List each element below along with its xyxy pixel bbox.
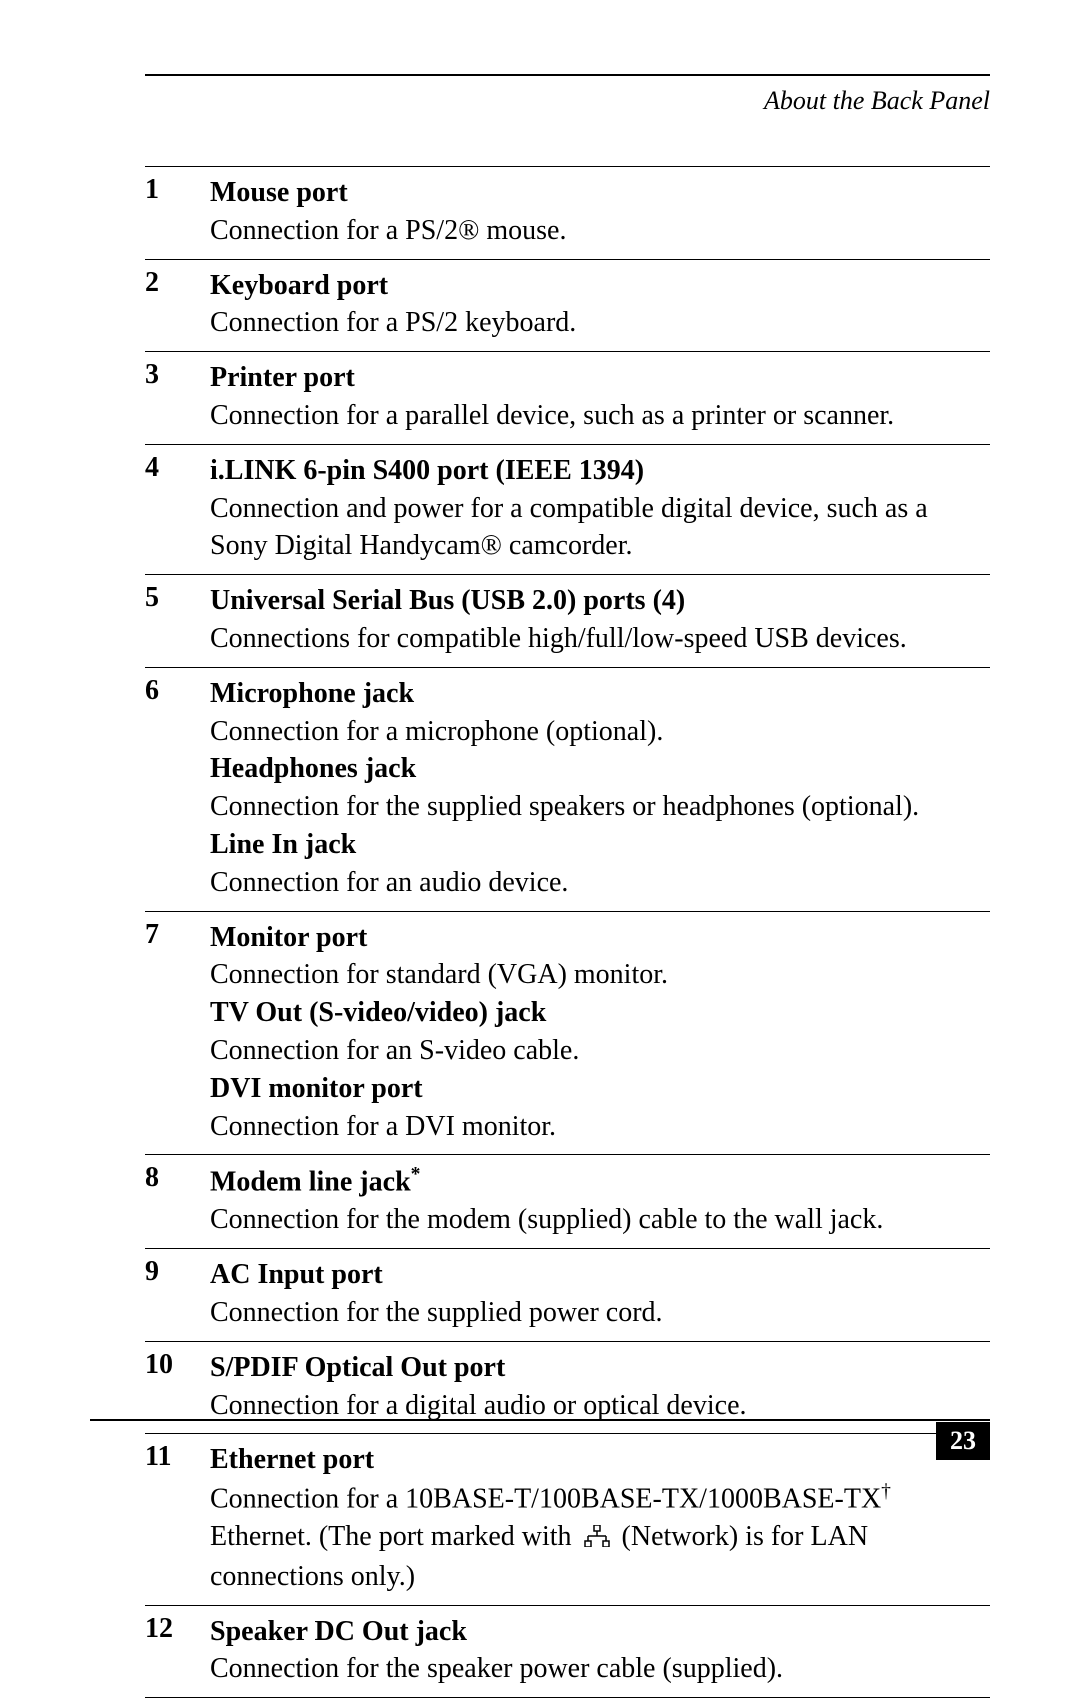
port-title: Headphones jack [210, 750, 990, 788]
table-row: 12Speaker DC Out jackConnection for the … [145, 1605, 990, 1698]
port-description: Connection for a microphone (optional). [210, 713, 990, 751]
row-number: 11 [145, 1441, 210, 1595]
row-number: 1 [145, 174, 210, 250]
port-description: Connection for an S-video cable. [210, 1032, 990, 1070]
port-description: Connection for an audio device. [210, 864, 990, 902]
port-description: Connection for a 10BASE-T/100BASE-TX/100… [210, 1479, 990, 1595]
row-description: Printer portConnection for a parallel de… [210, 359, 990, 435]
row-number: 3 [145, 359, 210, 435]
port-title: Line In jack [210, 826, 990, 864]
row-description: Ethernet portConnection for a 10BASE-T/1… [210, 1441, 990, 1595]
port-description: Connections for compatible high/full/low… [210, 620, 990, 658]
port-title: Mouse port [210, 174, 990, 212]
port-description: Connection for a PS/2 keyboard. [210, 304, 990, 342]
port-title: Universal Serial Bus (USB 2.0) ports (4) [210, 582, 990, 620]
port-title: Modem line jack* [210, 1162, 990, 1201]
port-table: 1Mouse portConnection for a PS/2® mouse.… [145, 166, 990, 1698]
footnote-marker: * [411, 1164, 421, 1185]
port-title: Ethernet port [210, 1441, 990, 1479]
row-number: 8 [145, 1162, 210, 1239]
table-row: 2Keyboard portConnection for a PS/2 keyb… [145, 259, 990, 352]
port-description: Connection for the supplied speakers or … [210, 788, 990, 826]
row-number: 9 [145, 1256, 210, 1332]
port-title: Monitor port [210, 919, 990, 957]
port-title: AC Input port [210, 1256, 990, 1294]
port-title: Keyboard port [210, 267, 990, 305]
table-row: 9AC Input portConnection for the supplie… [145, 1248, 990, 1341]
row-description: Mouse portConnection for a PS/2® mouse. [210, 174, 990, 250]
table-row: 8Modem line jack*Connection for the mode… [145, 1154, 990, 1248]
row-description: Microphone jackConnection for a micropho… [210, 675, 990, 902]
table-row: 11Ethernet portConnection for a 10BASE-T… [145, 1433, 990, 1604]
table-row: 1Mouse portConnection for a PS/2® mouse. [145, 166, 990, 259]
row-number: 12 [145, 1613, 210, 1689]
row-description: Universal Serial Bus (USB 2.0) ports (4)… [210, 582, 990, 658]
page-number: 23 [936, 1422, 990, 1460]
row-number: 7 [145, 919, 210, 1146]
port-title: TV Out (S-video/video) jack [210, 994, 990, 1032]
port-title: i.LINK 6-pin S400 port (IEEE 1394) [210, 452, 990, 490]
table-row: 5Universal Serial Bus (USB 2.0) ports (4… [145, 574, 990, 667]
row-number: 2 [145, 267, 210, 343]
port-description: Connection for the supplied power cord. [210, 1294, 990, 1332]
port-description: Connection for the modem (supplied) cabl… [210, 1201, 990, 1239]
row-description: Monitor portConnection for standard (VGA… [210, 919, 990, 1146]
port-title: S/PDIF Optical Out port [210, 1349, 990, 1387]
header-title: About the Back Panel [764, 86, 990, 116]
table-row: 3Printer portConnection for a parallel d… [145, 351, 990, 444]
port-description: Connection for a parallel device, such a… [210, 397, 990, 435]
row-description: S/PDIF Optical Out portConnection for a … [210, 1349, 990, 1425]
port-description: Connection for a PS/2® mouse. [210, 212, 990, 250]
table-row: 7Monitor portConnection for standard (VG… [145, 911, 990, 1155]
row-description: Speaker DC Out jackConnection for the sp… [210, 1613, 990, 1689]
port-title: Speaker DC Out jack [210, 1613, 990, 1651]
port-title: Microphone jack [210, 675, 990, 713]
row-description: i.LINK 6-pin S400 port (IEEE 1394)Connec… [210, 452, 990, 565]
port-description: Connection for a DVI monitor. [210, 1108, 990, 1146]
row-description: Keyboard portConnection for a PS/2 keybo… [210, 267, 990, 343]
row-number: 10 [145, 1349, 210, 1425]
row-number: 4 [145, 452, 210, 565]
port-description: Connection for standard (VGA) monitor. [210, 956, 990, 994]
table-row: 6Microphone jackConnection for a microph… [145, 667, 990, 911]
port-description: Connection for the speaker power cable (… [210, 1650, 990, 1688]
footer-rule [90, 1419, 990, 1421]
port-title: DVI monitor port [210, 1070, 990, 1108]
row-number: 5 [145, 582, 210, 658]
row-description: Modem line jack*Connection for the modem… [210, 1162, 990, 1239]
row-description: AC Input portConnection for the supplied… [210, 1256, 990, 1332]
footnote-marker: † [881, 1481, 891, 1502]
network-icon [583, 1520, 611, 1558]
port-title: Printer port [210, 359, 990, 397]
table-row: 4i.LINK 6-pin S400 port (IEEE 1394)Conne… [145, 444, 990, 574]
row-number: 6 [145, 675, 210, 902]
port-description: Connection and power for a compatible di… [210, 490, 990, 566]
header-rule [145, 74, 990, 76]
